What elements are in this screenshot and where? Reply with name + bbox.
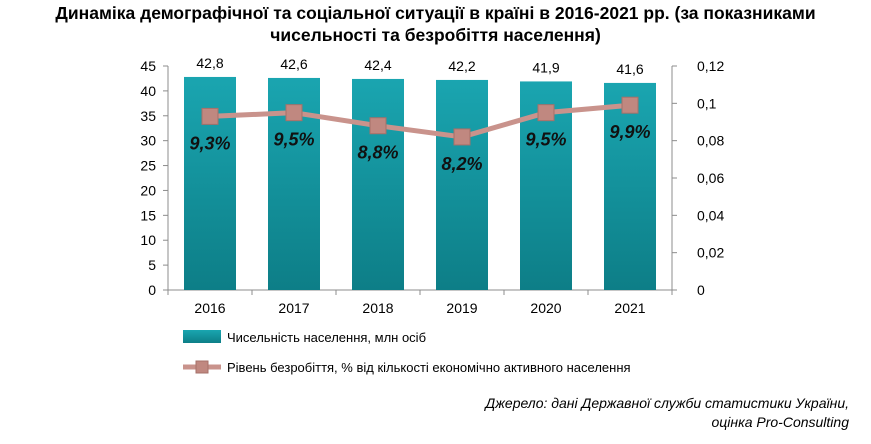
- left-tick-label: 10: [140, 232, 156, 248]
- unemployment-value-label: 8,8%: [357, 143, 398, 163]
- left-tick-label: 5: [148, 257, 156, 273]
- combo-chart: 0 5 10 15 20 25 30 35 40 45 0 0,02 0,04 0,06 0,08 0,1 0,…: [140, 55, 724, 375]
- left-tick-label: 35: [140, 108, 156, 124]
- unemployment-value-label: 9,3%: [189, 133, 230, 153]
- unemployment-value-label: 9,5%: [273, 130, 314, 150]
- unemployment-line: [209, 102, 631, 140]
- x-tick-label: 2018: [362, 300, 393, 316]
- bar-value-label: 42,4: [364, 57, 391, 73]
- unemployment-marker: [621, 96, 639, 114]
- left-tick-label: 0: [148, 282, 156, 298]
- bar-value-label: 41,6: [616, 61, 643, 77]
- legend-line-marker: [195, 360, 209, 374]
- source-note: Джерело: дані Державної служби статистик…: [485, 394, 849, 432]
- chart-title: Динаміка демографічної та соціальної сит…: [0, 2, 871, 46]
- left-tick-label: 20: [140, 182, 156, 198]
- bar-population: [352, 78, 404, 290]
- right-tick-label: 0,02: [697, 245, 724, 261]
- bar-value-label: 42,2: [448, 58, 475, 74]
- unemployment-value-label: 8,2%: [441, 154, 482, 174]
- unemployment-marker: [537, 104, 555, 122]
- left-tick-label: 45: [140, 58, 156, 74]
- bar-population: [604, 82, 656, 291]
- right-tick-label: 0,04: [697, 207, 724, 223]
- bar-value-label: 42,8: [196, 55, 223, 71]
- unemployment-marker: [285, 104, 303, 122]
- x-tick-label: 2020: [530, 300, 561, 316]
- right-tick-label: 0,1: [697, 95, 717, 111]
- left-tick-label: 30: [140, 133, 156, 149]
- unemployment-marker: [369, 117, 387, 135]
- right-tick-label: 0,12: [697, 58, 724, 74]
- legend-line-label: Рівень безробіття, % від кількості еконо…: [227, 360, 631, 375]
- x-tick-label: 2019: [446, 300, 477, 316]
- x-tick-label: 2021: [614, 300, 645, 316]
- source-line-1: Джерело: дані Державної служби статистик…: [485, 395, 849, 411]
- right-tick-label: 0,06: [697, 170, 724, 186]
- legend-bar-label: Чисельність населення, млн осіб: [227, 330, 426, 345]
- unemployment-marker: [453, 128, 471, 146]
- unemployment-marker: [201, 107, 219, 125]
- left-tick-label: 25: [140, 158, 156, 174]
- right-tick-label: 0: [697, 282, 705, 298]
- unemployment-value-label: 9,9%: [609, 122, 650, 142]
- bar-value-label: 41,9: [532, 59, 559, 75]
- left-tick-label: 40: [140, 83, 156, 99]
- x-tick-label: 2016: [194, 300, 225, 316]
- right-tick-label: 0,08: [697, 133, 724, 149]
- left-tick-label: 15: [140, 207, 156, 223]
- bar-population: [436, 79, 488, 290]
- unemployment-value-label: 9,5%: [525, 130, 566, 150]
- source-line-2: оцінка Pro-Consulting: [711, 414, 850, 430]
- x-tick-label: 2017: [278, 300, 309, 316]
- bar-value-label: 42,6: [280, 56, 307, 72]
- chart-title-line-2: чисельності та безробіття населення): [270, 25, 601, 45]
- legend-bar-swatch: [183, 330, 221, 343]
- chart-title-line-1: Динаміка демографічної та соціальної сит…: [55, 3, 816, 23]
